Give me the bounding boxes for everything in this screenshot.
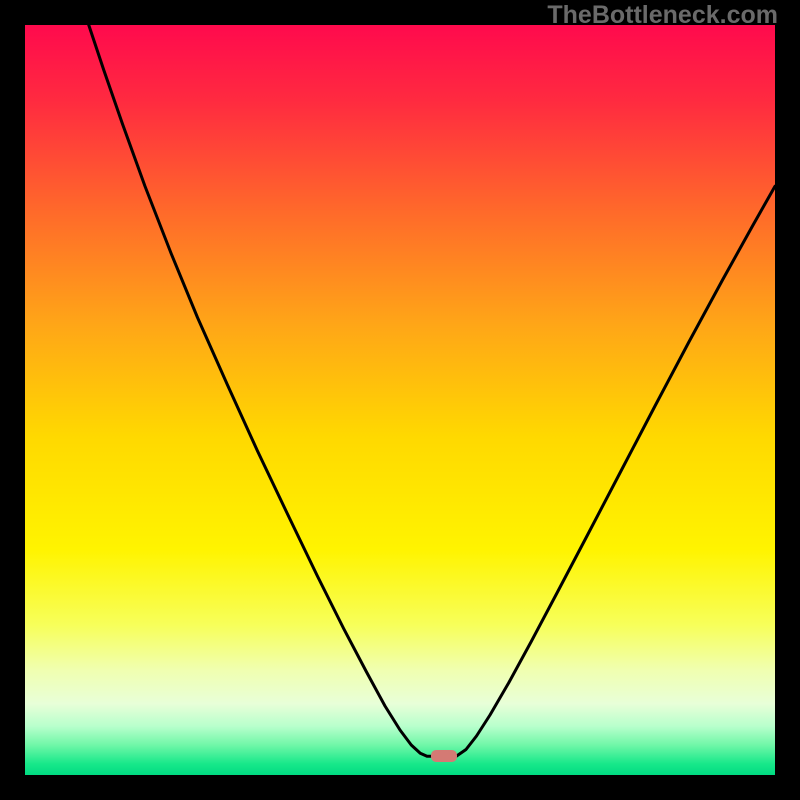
bottleneck-curve: [25, 25, 775, 775]
plot-area: [25, 25, 775, 775]
target-marker: [431, 750, 457, 762]
chart-container: TheBottleneck.com: [0, 0, 800, 800]
